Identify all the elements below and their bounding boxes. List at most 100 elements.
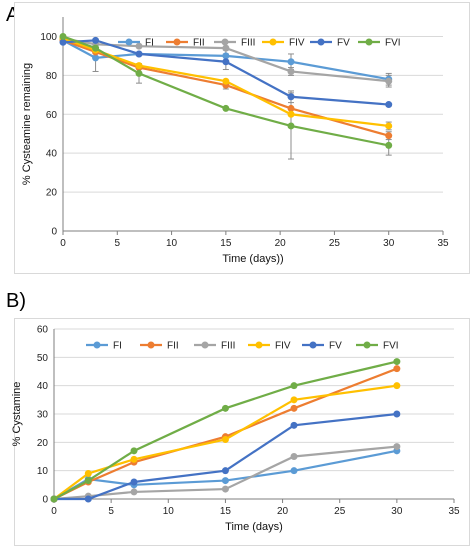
chart-a-series-line-fi [62,39,389,81]
chart-b-series-line-fiv [53,384,398,500]
chart-a-x-tick-label: 0 [60,238,66,249]
chart-a-point-fiv [287,110,295,118]
chart-b-legend-label-fii: FII [167,341,179,352]
chart-b-x-axis-title: Time (days) [225,521,283,533]
chart-b-point-fv [393,410,401,418]
chart-a-point-fv [135,50,143,58]
chart-b-point-fvi [290,382,298,390]
chart-b-y-tick-label: 50 [37,353,49,364]
chart-b-x-tick-label: 30 [391,506,403,517]
chart-b-legend-label-fv: FV [329,341,342,352]
chart-a-point-fvi [135,69,143,77]
chart-a-x-tick-label: 25 [329,238,341,249]
chart-b-x-tick-label: 20 [277,506,289,517]
chart-a-point-fv [222,58,230,66]
chart-b-x-tick-label: 25 [334,506,346,517]
chart-b-point-fiii [290,453,298,460]
chart-a-legend-label-fi: FI [145,38,154,49]
chart-a-point-fv [287,93,295,101]
chart-a-legend-label-fiv: FIV [289,38,305,49]
chart-b-point-fiii [221,485,229,493]
chart-b-point-fiii [130,488,138,496]
chart-b-y-tick-label: 10 [37,466,49,477]
chart-b-x-tick-label: 15 [220,506,232,517]
chart-a-y-tick-label: 60 [46,110,58,121]
chart-a-legend-label-fiii: FIII [241,38,255,49]
chart-a-legend-marker-fvi [365,38,373,46]
chart-b-legend-marker-fi [93,341,101,349]
chart-b-y-axis-title: % Cystamine [11,382,23,447]
chart-b-point-fvi [84,477,92,485]
chart-b-y-tick-label: 30 [37,410,49,421]
chart-b-point-fi [290,467,298,475]
chart-b-series-line-fvi [53,360,398,500]
chart-b-point-fiv [84,470,92,477]
chart-b-point-fiv [130,455,138,463]
chart-b-point-fvi [130,447,138,455]
chart-b-x-tick-label: 5 [108,506,114,517]
chart-a-y-tick-label: 20 [46,188,58,199]
chart-b-legend-label-fi: FI [113,341,122,352]
chart-b-point-fiii [393,443,401,451]
chart-b-point-fiv [221,436,229,443]
chart-b-legend-marker-fii [147,341,155,349]
chart-a-legend-marker-fi [125,38,133,46]
chart-a-x-tick-label: 35 [437,238,449,249]
chart-b-x-tick-label: 35 [448,506,460,517]
chart-a-y-axis-title: % Cysteamine remaining [21,63,33,185]
chart-a-point-fiv [222,77,230,85]
chart-b-point-fv [221,467,229,475]
chart-a-legend-label-fvi: FVI [385,38,401,49]
chart-b-y-tick-label: 20 [37,438,49,449]
chart-a-point-fvi [222,104,230,112]
chart-b-y-tick-label: 40 [37,381,49,392]
chart-b-series-line-fv [54,412,397,501]
chart-b-legend-label-fiv: FIV [275,341,291,352]
chart-a-x-tick-label: 20 [275,238,287,249]
chart-a-series-line-fvi [62,35,389,147]
chart-a-legend-label-fv: FV [337,38,350,49]
chart-b-point-fv [290,421,298,429]
chart-a-series-line-fiii [62,37,389,83]
chart-b-x-tick-label: 10 [163,506,175,517]
chart-a-legend-marker-fiii [221,38,229,46]
chart-a-series-line-fiv [62,37,389,128]
chart-a-y-tick-label: 40 [46,149,58,160]
chart-a-point-fiii [287,67,295,75]
chart-b-point-fv [130,478,138,486]
chart-a-legend-marker-fiv [269,38,277,46]
chart-b-legend-marker-fv [309,341,317,349]
chart-a-legend-label-fii: FII [193,38,205,49]
chart-a-point-fi [222,52,230,60]
chart-a-x-tick-label: 10 [166,238,178,249]
chart-a-y-tick-label: 0 [51,227,57,238]
chart-b-x-tick-label: 0 [51,506,57,517]
chart-a-point-fvi [92,44,100,52]
chart-a-point-fiii [385,77,393,85]
chart-a-point-fi [92,54,100,62]
chart-b-point-fvi [50,495,58,503]
chart-a-point-fi [287,58,295,66]
chart-a-series-line-fv [62,39,389,106]
chart-b-point-fi [221,477,229,485]
chart-a-x-tick-label: 30 [383,238,395,249]
chart-a-point-fvi [385,141,393,149]
chart-a-point-fv [59,38,67,46]
chart-b-point-fiv [290,396,298,404]
chart-b-legend-marker-fiii [201,341,209,349]
chart-a-point-fvi [287,122,295,130]
chart-a-legend-marker-fii [173,38,181,46]
chart-a-point-fiii [222,44,230,52]
chart-b-frame [14,318,470,546]
chart-b-legend-label-fvi: FVI [383,341,399,352]
chart-a-y-tick-label: 100 [40,32,57,43]
chart-a-point-fvi [59,32,67,40]
chart-a-point-fii [287,104,295,112]
chart-a-point-fv [92,36,100,44]
chart-b-y-tick-label: 0 [42,495,48,506]
panel-b-label: B) [6,290,26,312]
chart-b-point-fvi [393,358,401,366]
chart-a-legend-marker-fv [317,38,325,46]
chart-b-legend-label-fiii: FIII [221,341,235,352]
